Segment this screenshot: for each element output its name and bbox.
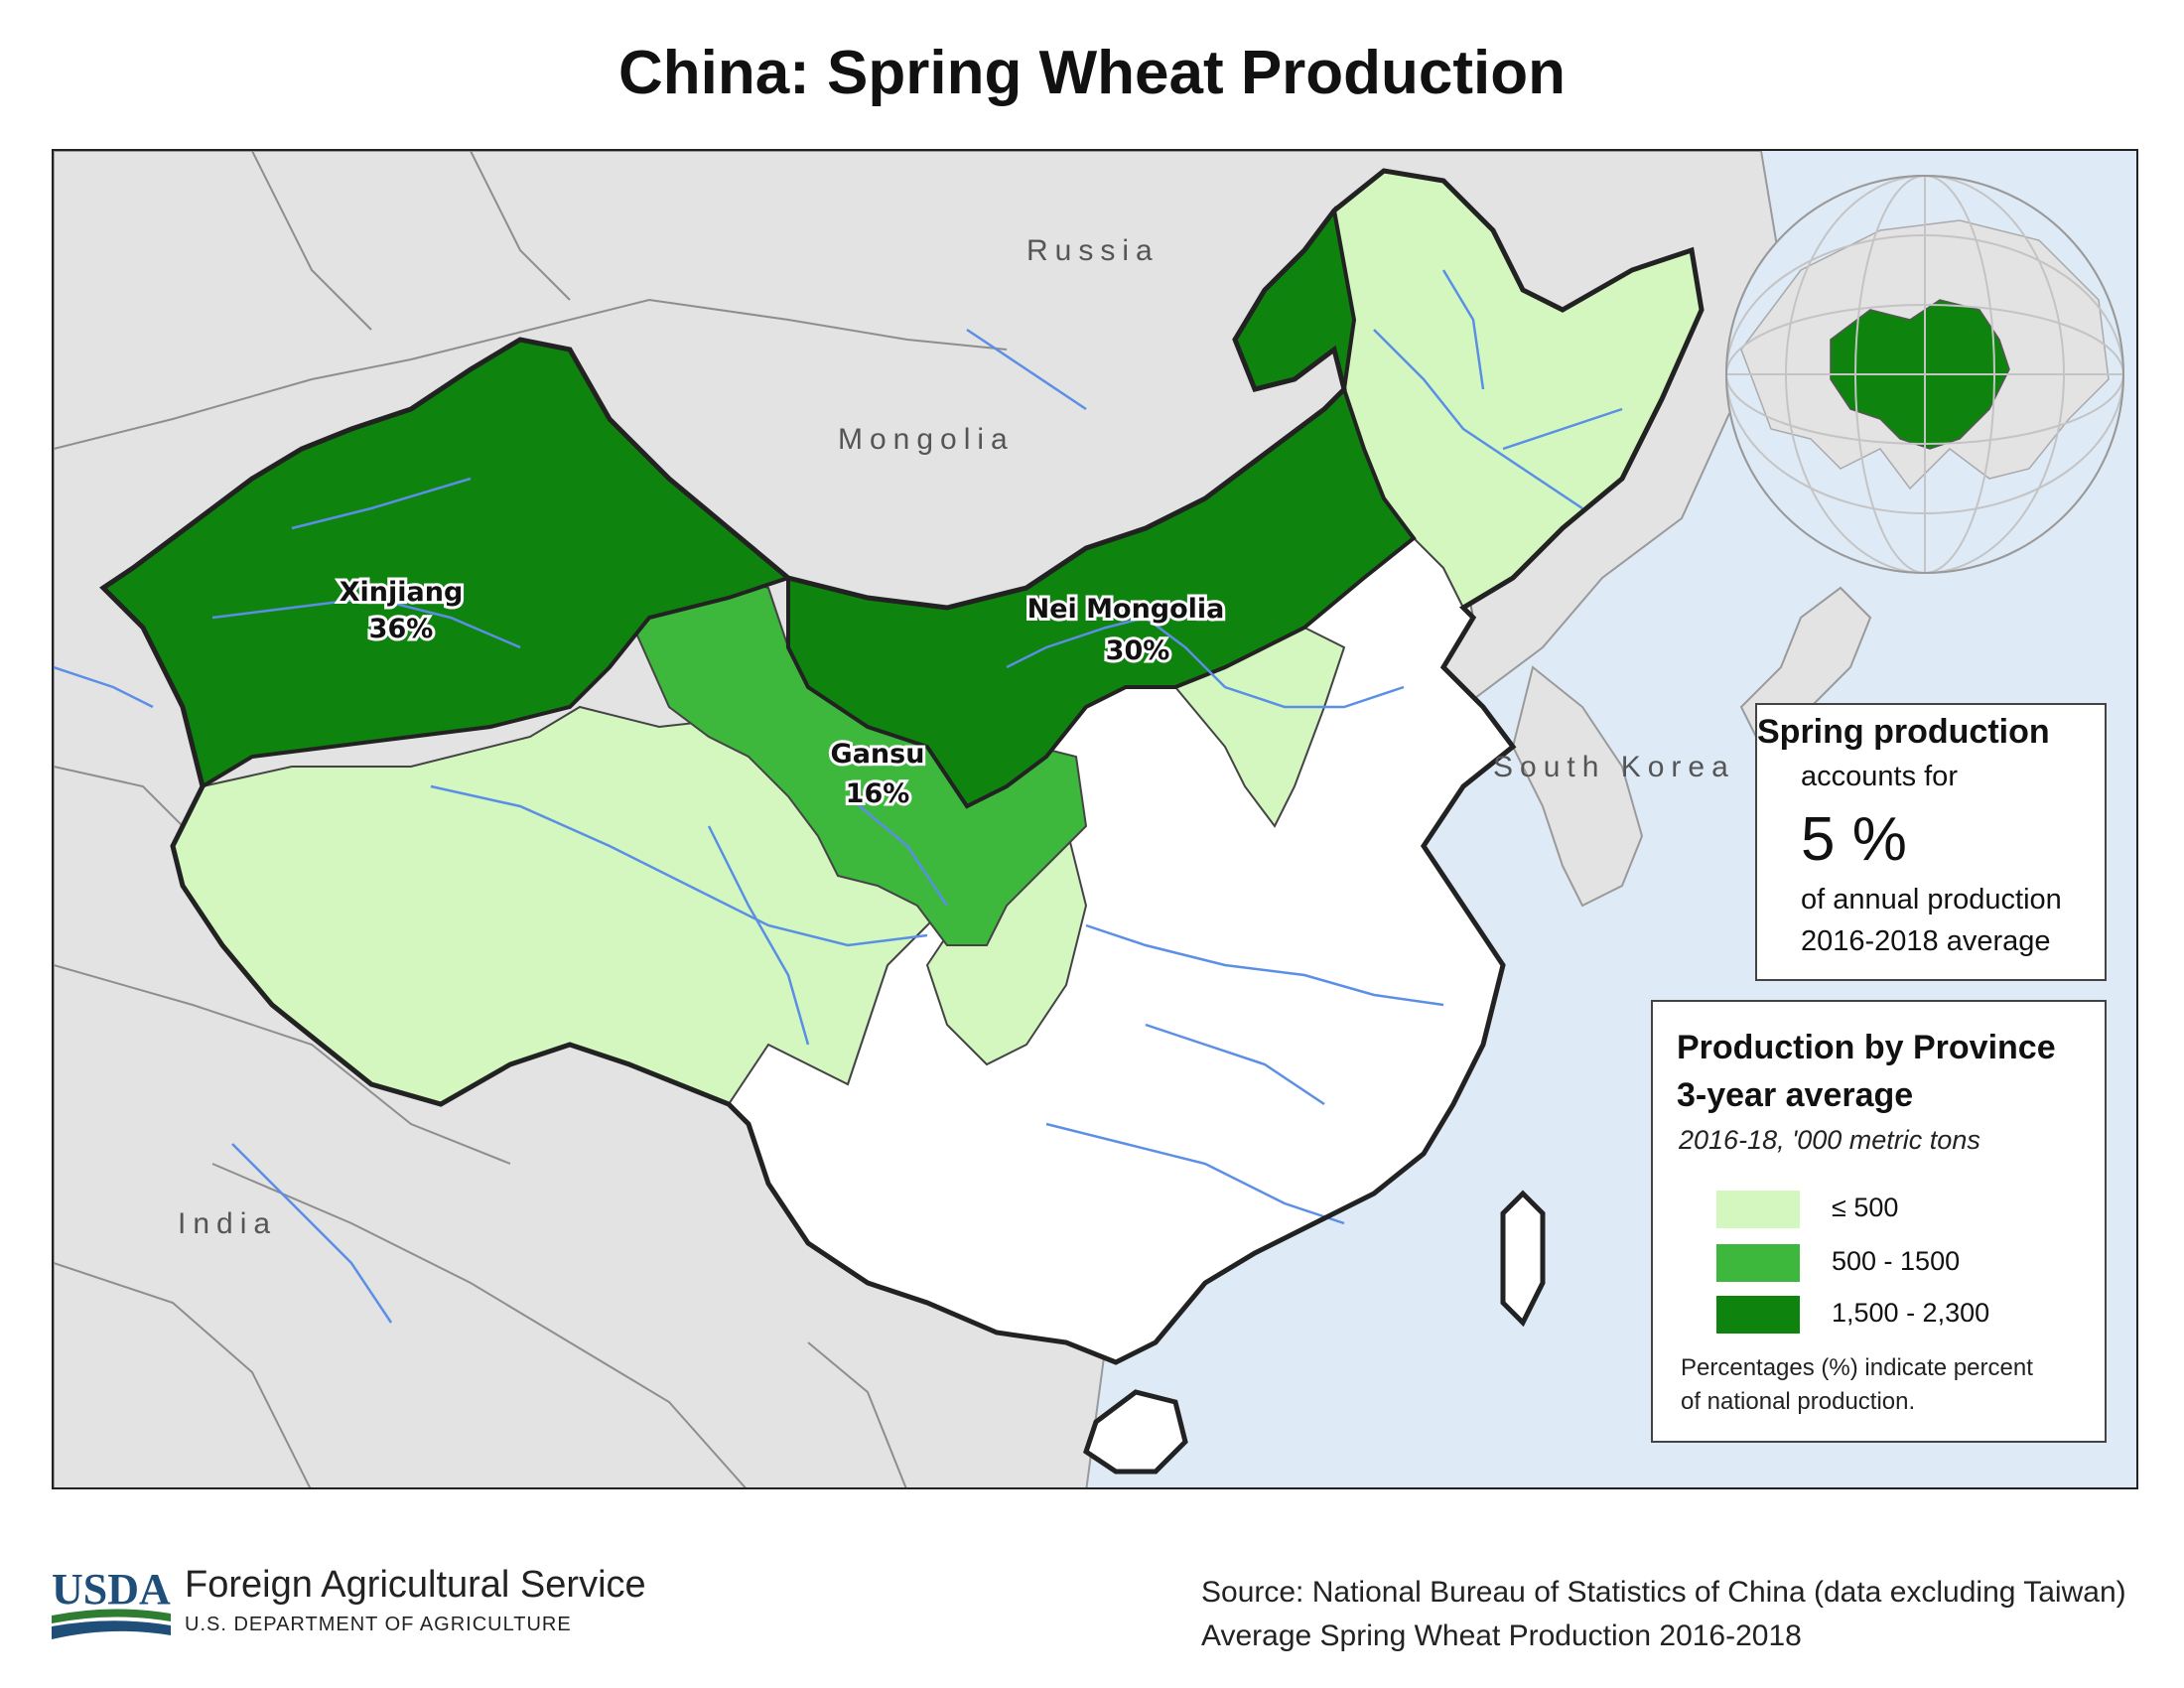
spring-production-box: Spring production accounts for 5 % of an… xyxy=(1755,703,2107,981)
label-russia: Russia xyxy=(1026,234,1160,267)
legend-subtitle: 2016-18, '000 metric tons xyxy=(1679,1125,1980,1155)
usda-logo: USDA xyxy=(52,1565,171,1639)
china-outer-border xyxy=(99,168,1705,1365)
usda-logo-text: USDA xyxy=(52,1565,171,1614)
usda-branding: USDA Foreign Agricultural Service U.S. D… xyxy=(52,1564,647,1643)
legend-note-line2: of national production. xyxy=(1681,1388,1916,1415)
neighbor-borders xyxy=(54,151,1008,1487)
legend-label-high: 1,500 - 2,300 xyxy=(1832,1298,1990,1328)
map-canvas: Russia Mongolia South Korea India Xinjia… xyxy=(54,151,2124,1487)
legend-note-line1: Percentages (%) indicate percent xyxy=(1681,1354,2033,1381)
legend-label-mid: 500 - 1500 xyxy=(1832,1246,1961,1276)
label-gansu-pct: 16% xyxy=(846,778,910,809)
taiwan-island xyxy=(1500,1190,1546,1328)
source-note: Source: National Bureau of Statistics of… xyxy=(1201,1571,2126,1658)
label-mongolia: Mongolia xyxy=(838,423,1015,456)
spring-box-percentage: 5 % xyxy=(1801,805,1907,874)
legend-swatch-high xyxy=(1716,1296,1800,1334)
source-line2: Average Spring Wheat Production 2016-201… xyxy=(1201,1619,1802,1652)
legend-title-line1: Production by Province xyxy=(1677,1029,2056,1066)
korea-peninsula xyxy=(1511,665,1644,908)
legend-title: Production by Province 3-year average xyxy=(1677,1024,2056,1119)
label-xinjiang-pct: 36% xyxy=(369,614,434,644)
label-india: India xyxy=(178,1207,277,1240)
department-name: U.S. DEPARTMENT OF AGRICULTURE xyxy=(185,1614,572,1635)
spring-box-line1: of annual production xyxy=(1801,884,2062,915)
label-nei-mongolia: Nei Mongolia xyxy=(1027,594,1225,625)
spring-box-subtitle: accounts for xyxy=(1801,761,1958,792)
agency-name: Foreign Agricultural Service xyxy=(185,1564,646,1606)
spring-box-line2: 2016-2018 average xyxy=(1801,925,2051,957)
legend-label-low: ≤ 500 xyxy=(1832,1193,1899,1222)
label-gansu: Gansu xyxy=(831,739,925,770)
hainan-island xyxy=(1083,1389,1188,1475)
globe-inset xyxy=(1725,175,2124,574)
rivers xyxy=(54,269,1623,1324)
legend-note: Percentages (%) indicate percent of nati… xyxy=(1681,1351,2033,1419)
legend: Production by Province 3-year average 20… xyxy=(1651,1000,2107,1443)
legend-swatch-low xyxy=(1716,1191,1800,1228)
label-south-korea: South Korea xyxy=(1493,751,1735,783)
legend-swatch-mid xyxy=(1716,1244,1800,1282)
label-xinjiang: Xinjiang xyxy=(340,577,464,608)
map-title: China: Spring Wheat Production xyxy=(617,39,1567,107)
label-nei-mongolia-pct: 30% xyxy=(1106,635,1170,666)
legend-title-line2: 3-year average xyxy=(1677,1076,1914,1114)
spring-box-title: Spring production xyxy=(1757,713,2050,751)
source-line1: Source: National Bureau of Statistics of… xyxy=(1201,1576,2126,1609)
